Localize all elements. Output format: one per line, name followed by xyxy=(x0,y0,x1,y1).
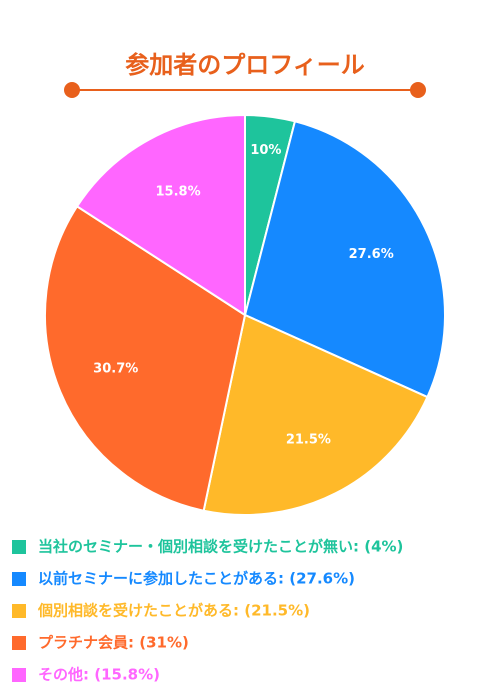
legend-label: 以前セミナーに参加したことがある: (27.6%) xyxy=(38,570,355,588)
legend-label: プラチナ会員: (31%) xyxy=(38,634,189,652)
legend: 当社のセミナー・個別相談を受けたことが無い: (4%) 以前セミナーに参加したこと… xyxy=(12,538,403,684)
chart-title: 参加者のプロフィール xyxy=(125,51,365,79)
legend-swatch xyxy=(12,540,26,554)
slice-label: 30.7% xyxy=(93,361,138,376)
legend-swatch xyxy=(12,604,26,618)
legend-label: その他: (15.8%) xyxy=(38,666,160,684)
slice-label: 27.6% xyxy=(349,247,394,262)
pie-slice xyxy=(44,205,247,512)
pie-slice xyxy=(202,313,429,516)
title-dot xyxy=(410,82,426,98)
legend-swatch xyxy=(12,572,26,586)
slice-label: 15.8% xyxy=(156,185,201,200)
pie-slice xyxy=(75,113,246,317)
title-dot xyxy=(64,82,80,98)
slice-label: 21.5% xyxy=(286,432,331,447)
legend-label: 当社のセミナー・個別相談を受けたことが無い: (4%) xyxy=(38,538,403,556)
legend-swatch xyxy=(12,668,26,682)
slice-label: 10% xyxy=(250,143,281,158)
pie: 10% 27.6% 21.5% 30.7% 15.8% xyxy=(44,113,446,516)
legend-swatch xyxy=(12,636,26,650)
legend-label: 個別相談を受けたことがある: (21.5%) xyxy=(37,602,310,620)
pie-slice xyxy=(243,120,446,399)
